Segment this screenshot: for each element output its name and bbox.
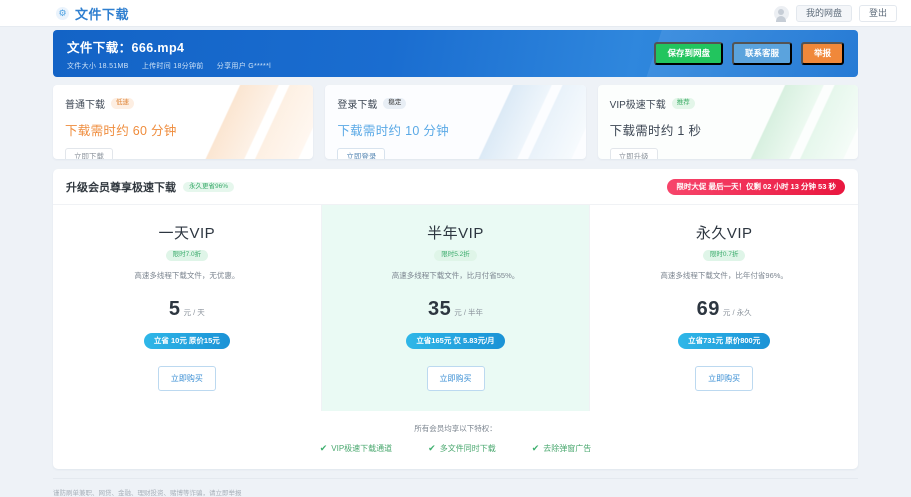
check-icon: ✔ bbox=[319, 442, 328, 453]
upgrade-header: 升级会员尊享极速下载 永久更省96% 限时大促 最后一天！仅剩 02 小时 13… bbox=[53, 169, 858, 204]
plan-price-unit: 元 / 半年 bbox=[454, 308, 484, 317]
file-title: 文件下载：666.mp4 bbox=[67, 40, 185, 55]
plan-name: 半年VIP bbox=[427, 225, 484, 242]
upgrade-title: 升级会员尊享极速下载 bbox=[66, 182, 176, 194]
card-header: VIP极速下载 推荐 bbox=[610, 96, 846, 111]
plan-description: 高速多线程下载文件，比月付省55%。 bbox=[391, 271, 520, 280]
file-upload-time: 上传时间 18分钟前 bbox=[141, 62, 204, 70]
plan-price-value: 69 bbox=[696, 298, 720, 320]
plan-price-value: 5 bbox=[168, 298, 181, 320]
plan-price: 69 元 / 永久 bbox=[600, 298, 848, 321]
privilege-label: 多文件同时下载 bbox=[439, 443, 496, 453]
card-decoration-icon bbox=[737, 85, 858, 159]
option-name: 普通下载 bbox=[65, 100, 105, 111]
download-option-vip[interactable]: VIP极速下载 推荐 下载需时约 1 秒 立即升级 bbox=[597, 85, 858, 159]
buy-now-button[interactable]: 立即购买 bbox=[157, 365, 216, 391]
plan-price-unit: 元 / 永久 bbox=[722, 308, 752, 317]
upgrade-panel: 升级会员尊享极速下载 永久更省96% 限时大促 最后一天！仅剩 02 小时 13… bbox=[53, 169, 858, 469]
avatar bbox=[773, 5, 789, 22]
buy-now-button[interactable]: 立即购买 bbox=[426, 365, 485, 391]
file-banner-actions: 保存到网盘 联系客服 举报 bbox=[654, 42, 844, 65]
plan-price: 35 元 / 半年 bbox=[332, 298, 580, 321]
file-banner: 文件下载：666.mp4 文件大小 18.51MB 上传时间 18分钟前 分享用… bbox=[53, 30, 858, 77]
download-option-login[interactable]: 登录下载 稳定 下载需时约 10 分钟 立即登录 bbox=[325, 85, 586, 159]
contact-support-button[interactable]: 联系客服 bbox=[731, 42, 792, 65]
my-drive-button[interactable]: 我的网盘 bbox=[795, 4, 852, 22]
footer-notice: 谨防刷单兼职、网贷、金融、理财投资、赌博等诈骗，请立即举报 bbox=[53, 477, 858, 497]
buy-now-button[interactable]: 立即购买 bbox=[695, 365, 754, 391]
upgrade-saving-badge: 永久更省96% bbox=[183, 181, 235, 193]
privilege-item: ✔ VIP极速下载通道 bbox=[320, 443, 392, 454]
start-download-button[interactable]: 立即下载 bbox=[65, 148, 113, 159]
option-eta: 下载需时约 10 分钟 bbox=[337, 124, 449, 138]
file-banner-text: 文件下载：666.mp4 文件大小 18.51MB 上传时间 18分钟前 分享用… bbox=[67, 37, 282, 71]
privileges-list: ✔ VIP极速下载通道 ✔ 多文件同时下载 ✔ 去除弹窗广告 bbox=[53, 443, 858, 454]
plan-card-halfyear[interactable]: 半年VIP 限时5.2折 高速多线程下载文件，比月付省55%。 35 元 / 半年… bbox=[321, 205, 591, 411]
status-badge: 稳定 bbox=[383, 98, 407, 109]
promo-countdown-badge: 限时大促 最后一天！仅剩 02 小时 13 分钟 53 秒 bbox=[667, 179, 845, 195]
card-header: 登录下载 稳定 bbox=[337, 96, 573, 111]
plan-discount-badge: 限时7.0折 bbox=[165, 250, 209, 261]
privilege-label: VIP极速下载通道 bbox=[331, 443, 393, 453]
top-bar: ⚙ 文件下载 我的网盘 登出 bbox=[0, 0, 911, 27]
login-button[interactable]: 立即登录 bbox=[337, 148, 386, 159]
plan-discount-badge: 限时5.2折 bbox=[434, 250, 477, 261]
save-to-drive-button[interactable]: 保存到网盘 bbox=[654, 42, 723, 65]
file-meta: 文件大小 18.51MB 上传时间 18分钟前 分享用户 G*****l bbox=[67, 61, 282, 71]
plan-name: 一天VIP bbox=[158, 225, 216, 242]
card-decoration-icon bbox=[465, 85, 586, 159]
plan-savings-badge: 立省165元 仅 5.83元/月 bbox=[406, 333, 505, 349]
card-header: 普通下载 低速 bbox=[65, 96, 301, 111]
top-bar-actions: 我的网盘 登出 bbox=[773, 4, 897, 22]
privilege-label: 去除弹窗广告 bbox=[543, 443, 592, 453]
page-title: 文件下载 bbox=[75, 6, 130, 22]
privilege-item: ✔ 多文件同时下载 bbox=[428, 443, 496, 454]
check-icon: ✔ bbox=[531, 442, 540, 453]
download-option-normal[interactable]: 普通下载 低速 下载需时约 60 分钟 立即下载 bbox=[53, 85, 314, 159]
file-size: 文件大小 18.51MB bbox=[67, 62, 129, 70]
plan-discount-badge: 限时0.7折 bbox=[702, 250, 746, 261]
plan-price-unit: 元 / 天 bbox=[183, 308, 205, 317]
privilege-item: ✔ 去除弹窗广告 bbox=[532, 443, 592, 454]
plan-description: 高速多线程下载文件，比年付省96%。 bbox=[660, 271, 788, 280]
card-decoration-icon bbox=[193, 85, 314, 159]
page-content: 文件下载：666.mp4 文件大小 18.51MB 上传时间 18分钟前 分享用… bbox=[0, 30, 911, 497]
check-icon: ✔ bbox=[428, 442, 436, 453]
brand: ⚙ 文件下载 bbox=[56, 4, 129, 23]
report-button[interactable]: 举报 bbox=[800, 42, 844, 65]
plan-name: 永久VIP bbox=[695, 225, 753, 242]
logout-button[interactable]: 登出 bbox=[858, 4, 897, 22]
plan-description: 高速多线程下载文件，无优惠。 bbox=[134, 271, 240, 280]
option-name: 登录下载 bbox=[337, 100, 378, 111]
gear-icon: ⚙ bbox=[56, 6, 69, 20]
download-options: 普通下载 低速 下载需时约 60 分钟 立即下载 登录下载 稳定 下载需时约 1… bbox=[53, 85, 858, 159]
privileges-title: 所有会员均享以下特权： bbox=[414, 423, 497, 433]
option-eta: 下载需时约 60 分钟 bbox=[65, 124, 177, 138]
file-sharer: 分享用户 G*****l bbox=[216, 62, 271, 70]
status-badge: 推荐 bbox=[671, 98, 695, 109]
plan-price-value: 35 bbox=[428, 298, 452, 320]
option-eta: 下载需时约 1 秒 bbox=[609, 124, 702, 138]
status-badge: 低速 bbox=[111, 98, 134, 109]
privileges-section: 所有会员均享以下特权： ✔ VIP极速下载通道 ✔ 多文件同时下载 ✔ 去除弹窗… bbox=[53, 411, 858, 469]
plan-savings-badge: 立省 10元 原价15元 bbox=[143, 333, 230, 349]
option-name: VIP极速下载 bbox=[609, 100, 666, 111]
upgrade-button[interactable]: 立即升级 bbox=[609, 148, 658, 159]
plan-card-lifetime[interactable]: 永久VIP 限时0.7折 高速多线程下载文件，比年付省96%。 69 元 / 永久… bbox=[590, 205, 858, 411]
plan-savings-badge: 立省731元 原价800元 bbox=[678, 333, 771, 349]
